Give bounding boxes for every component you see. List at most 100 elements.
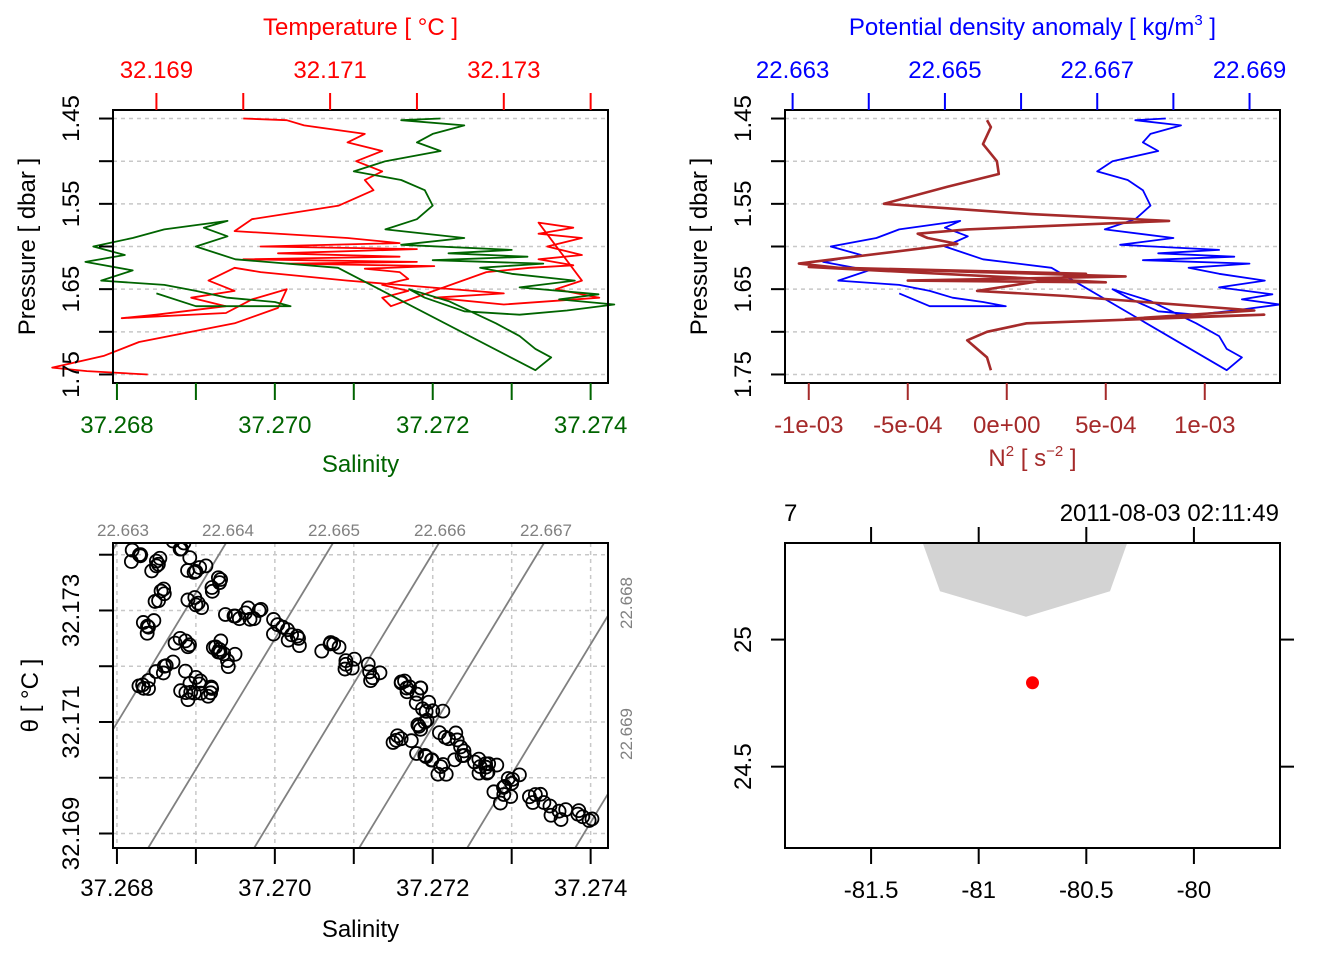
data-point [149,558,164,574]
x-tick-label: 37.268 [80,875,153,902]
data-point [372,665,388,681]
bottom-axis-tick-label: 37.270 [238,412,311,439]
land-polygon [922,543,1128,617]
isopycnal-line [113,543,227,732]
bottom-axis-tick-label: 37.268 [80,412,153,439]
top-axis-tick-label: 22.665 [908,57,981,84]
bottom-axis-label-superscript: −2 [1046,443,1063,460]
isopycnal-line [253,543,440,848]
data-point [292,638,307,654]
bottom-axis-label-superscript: 2 [1006,443,1014,460]
bottom-axis-tick-label: 37.274 [554,412,627,439]
y-axis-label: Pressure [ dbar ] [14,158,41,335]
top-axis-label: Potential density anomaly [ kg/m3 ] [849,12,1216,41]
data-point [242,611,258,627]
series-line-salinity [84,117,616,372]
y-tick-label: 24.5 [730,743,757,790]
data-point [226,608,242,624]
station-time-label: 2011-08-03 02:11:49 [1060,500,1279,527]
data-point [176,543,192,551]
data-point [500,771,516,786]
plot-frame [784,542,1281,849]
y-axis-label: Pressure [ dbar ] [686,158,713,335]
y-tick-label: 32.173 [58,574,85,647]
data-point [571,803,587,819]
data-point [399,684,415,700]
bottom-axis-tick-label: 1e-03 [1174,412,1235,439]
y-tick-label: 1.65 [58,266,85,313]
isopycnal-label: 22.667 [520,521,572,540]
data-point [156,581,172,597]
data-point [542,798,558,814]
x-tick-label: -80 [1177,877,1212,904]
data-point [180,592,196,608]
bottom-axis-label: N2 [ s−2 ] [988,443,1076,472]
panel-ts-diagram: 32.169 32.171 32.173 θ [ °C ] 37.268 37.270 37… [17,521,636,943]
data-point [489,757,505,773]
data-point [123,554,139,569]
data-point [266,612,281,627]
data-point [424,752,439,768]
data-point [533,786,548,802]
top-axis-tick-label: 22.663 [756,57,829,84]
data-point [496,787,512,802]
ts-plot-area [113,543,608,848]
data-point [253,602,269,617]
panel-profile-temperature-salinity: 1.45 1.55 1.65 1.75 Pressure [ dbar ] 32.169 3… [14,14,627,478]
data-point [182,550,198,565]
data-point [413,680,429,696]
data-point [135,615,151,630]
data-point [438,766,454,782]
bottom-axis-label-close: ] [1063,445,1076,472]
y-tick-label: 25 [730,626,757,653]
data-point [165,654,181,670]
x-axis-label: Salinity [322,916,399,943]
top-axis-tick-label: 22.669 [1213,57,1286,84]
top-axis-tick-label: 22.667 [1061,57,1134,84]
data-point [497,779,513,794]
data-point [187,590,203,605]
data-point [403,733,419,749]
data-point [493,795,508,811]
isopycnal-line [147,543,334,848]
y-tick-label: 1.45 [58,95,85,142]
x-tick-label: -81.5 [844,877,899,904]
data-point [390,728,405,744]
y-tick-label: 1.55 [730,180,757,227]
y-axis-label: θ [ °C ] [17,659,44,733]
top-axis-label-close: ] [1203,14,1216,41]
data-point [178,685,194,701]
isopycnal-label: 22.668 [617,577,636,629]
data-point [204,580,220,595]
data-point [182,637,197,653]
data-point [363,673,378,689]
station-marker [1026,676,1039,690]
data-point [467,754,482,770]
series-line-n2 [797,119,1266,371]
data-point [344,660,360,676]
data-point [165,543,181,549]
data-point [314,643,330,659]
data-point [220,659,236,675]
data-point [331,639,347,655]
bottom-axis-tick-label: 5e-04 [1075,412,1136,439]
data-point [218,607,233,622]
data-point [479,765,495,781]
data-point [152,550,168,566]
data-point [200,688,216,704]
data-point [155,665,171,681]
top-axis-tick-label: 32.171 [293,57,366,84]
x-tick-label: -80.5 [1059,877,1114,904]
data-point [194,600,209,616]
data-point [198,558,214,574]
data-point [182,675,198,691]
data-point [525,795,541,810]
data-point [346,651,362,667]
x-tick-label: -81 [961,877,996,904]
top-axis-tick-label: 32.169 [120,57,193,84]
data-point [213,572,229,587]
bottom-axis-tick-label: 37.272 [396,412,469,439]
data-point [266,626,281,642]
data-point [453,739,468,755]
